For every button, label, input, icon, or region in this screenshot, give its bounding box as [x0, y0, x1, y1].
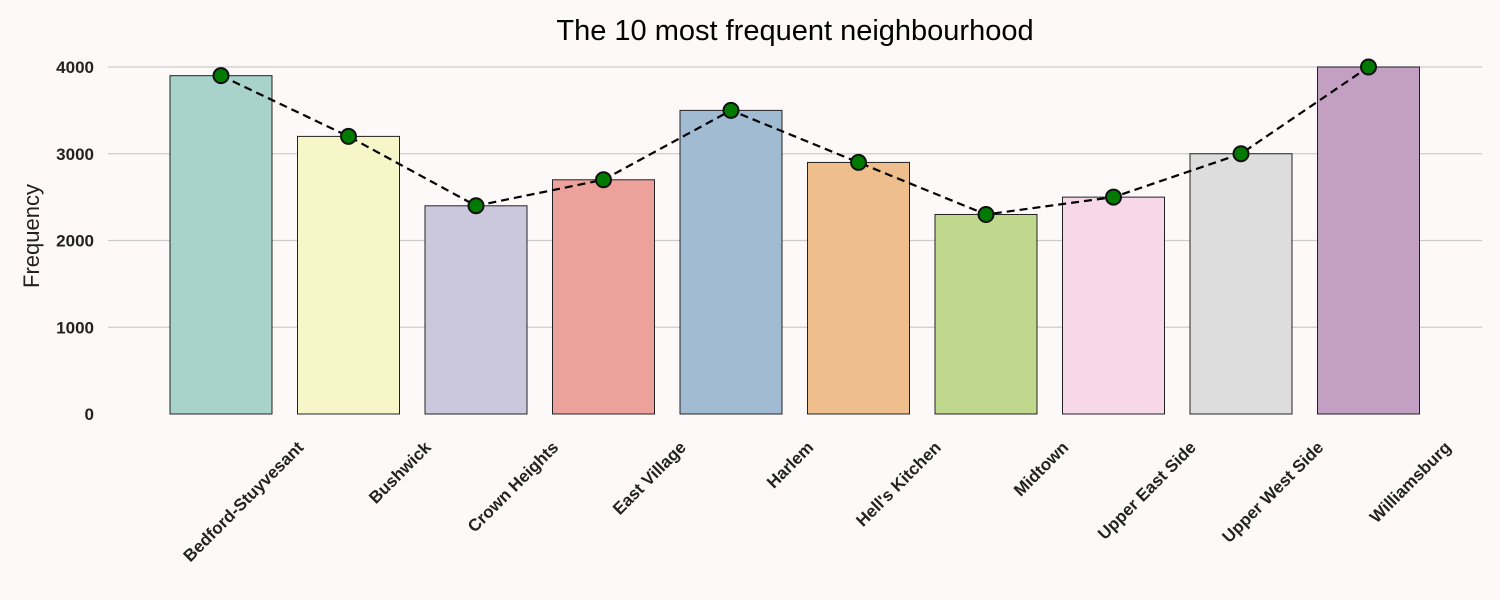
x-tick-label-upper-east-side: Upper East Side: [1094, 438, 1200, 544]
bar-williamsburg: [1317, 66, 1420, 415]
bar-hell-s-kitchen: [807, 161, 910, 415]
x-tick-label-midtown: Midtown: [1010, 438, 1072, 500]
x-tick-label-bushwick: Bushwick: [365, 437, 435, 507]
trend-point-williamsburg: [1360, 58, 1377, 76]
bar-crown-heights: [424, 205, 528, 415]
trend-line: [220, 66, 1370, 216]
trend-point-crown-heights: [467, 197, 485, 215]
x-tick-label-williamsburg: Williamsburg: [1366, 438, 1455, 527]
y-tick-label-1000: 1000: [56, 318, 94, 337]
bar-upper-west-side: [1189, 153, 1293, 415]
x-tick-label-harlem: Harlem: [763, 438, 817, 492]
y-tick-label-0: 0: [85, 405, 94, 424]
chart-title: The 10 most frequent neighbourhood: [556, 15, 1033, 47]
y-axis-ticks: 0 1000 2000 3000 4000: [56, 58, 94, 424]
y-axis-label: Frequency: [19, 184, 44, 288]
bar-upper-east-side: [1062, 196, 1165, 415]
x-tick-label-bedford-stuyvesant: Bedford-Stuyvesant: [180, 438, 308, 566]
y-tick-label-2000: 2000: [56, 232, 94, 251]
x-tick-label-crown-heights: Crown Heights: [464, 438, 562, 536]
trend-point-upper-west-side: [1232, 145, 1250, 163]
trend-line-group: [220, 66, 1370, 216]
bar-harlem: [679, 109, 783, 415]
x-tick-label-upper-west-side: Upper West Side: [1219, 438, 1328, 547]
bar-bushwick: [297, 135, 400, 415]
trend-point-bedford-stuyvesant: [212, 67, 230, 85]
trend-point-hell-s-kitchen: [850, 153, 867, 171]
x-tick-label-hell-s-kitchen: Hell's Kitchen: [852, 438, 944, 530]
trend-points: [212, 58, 1377, 223]
x-axis-ticks: Bedford-Stuyvesant Bushwick Crown Heights E…: [180, 437, 1455, 565]
trend-point-harlem: [722, 101, 740, 119]
trend-point-midtown: [977, 205, 995, 223]
bars: [169, 66, 1420, 415]
bar-east-village: [552, 179, 655, 415]
bar-bedford-stuyvesant: [169, 75, 273, 415]
trend-point-east-village: [595, 171, 612, 189]
trend-point-upper-east-side: [1105, 188, 1122, 206]
x-tick-label-east-village: East Village: [609, 438, 690, 519]
y-tick-label-4000: 4000: [56, 58, 94, 77]
y-tick-label-3000: 3000: [56, 145, 94, 164]
trend-point-bushwick: [340, 127, 357, 145]
bar-midtown: [934, 213, 1038, 415]
